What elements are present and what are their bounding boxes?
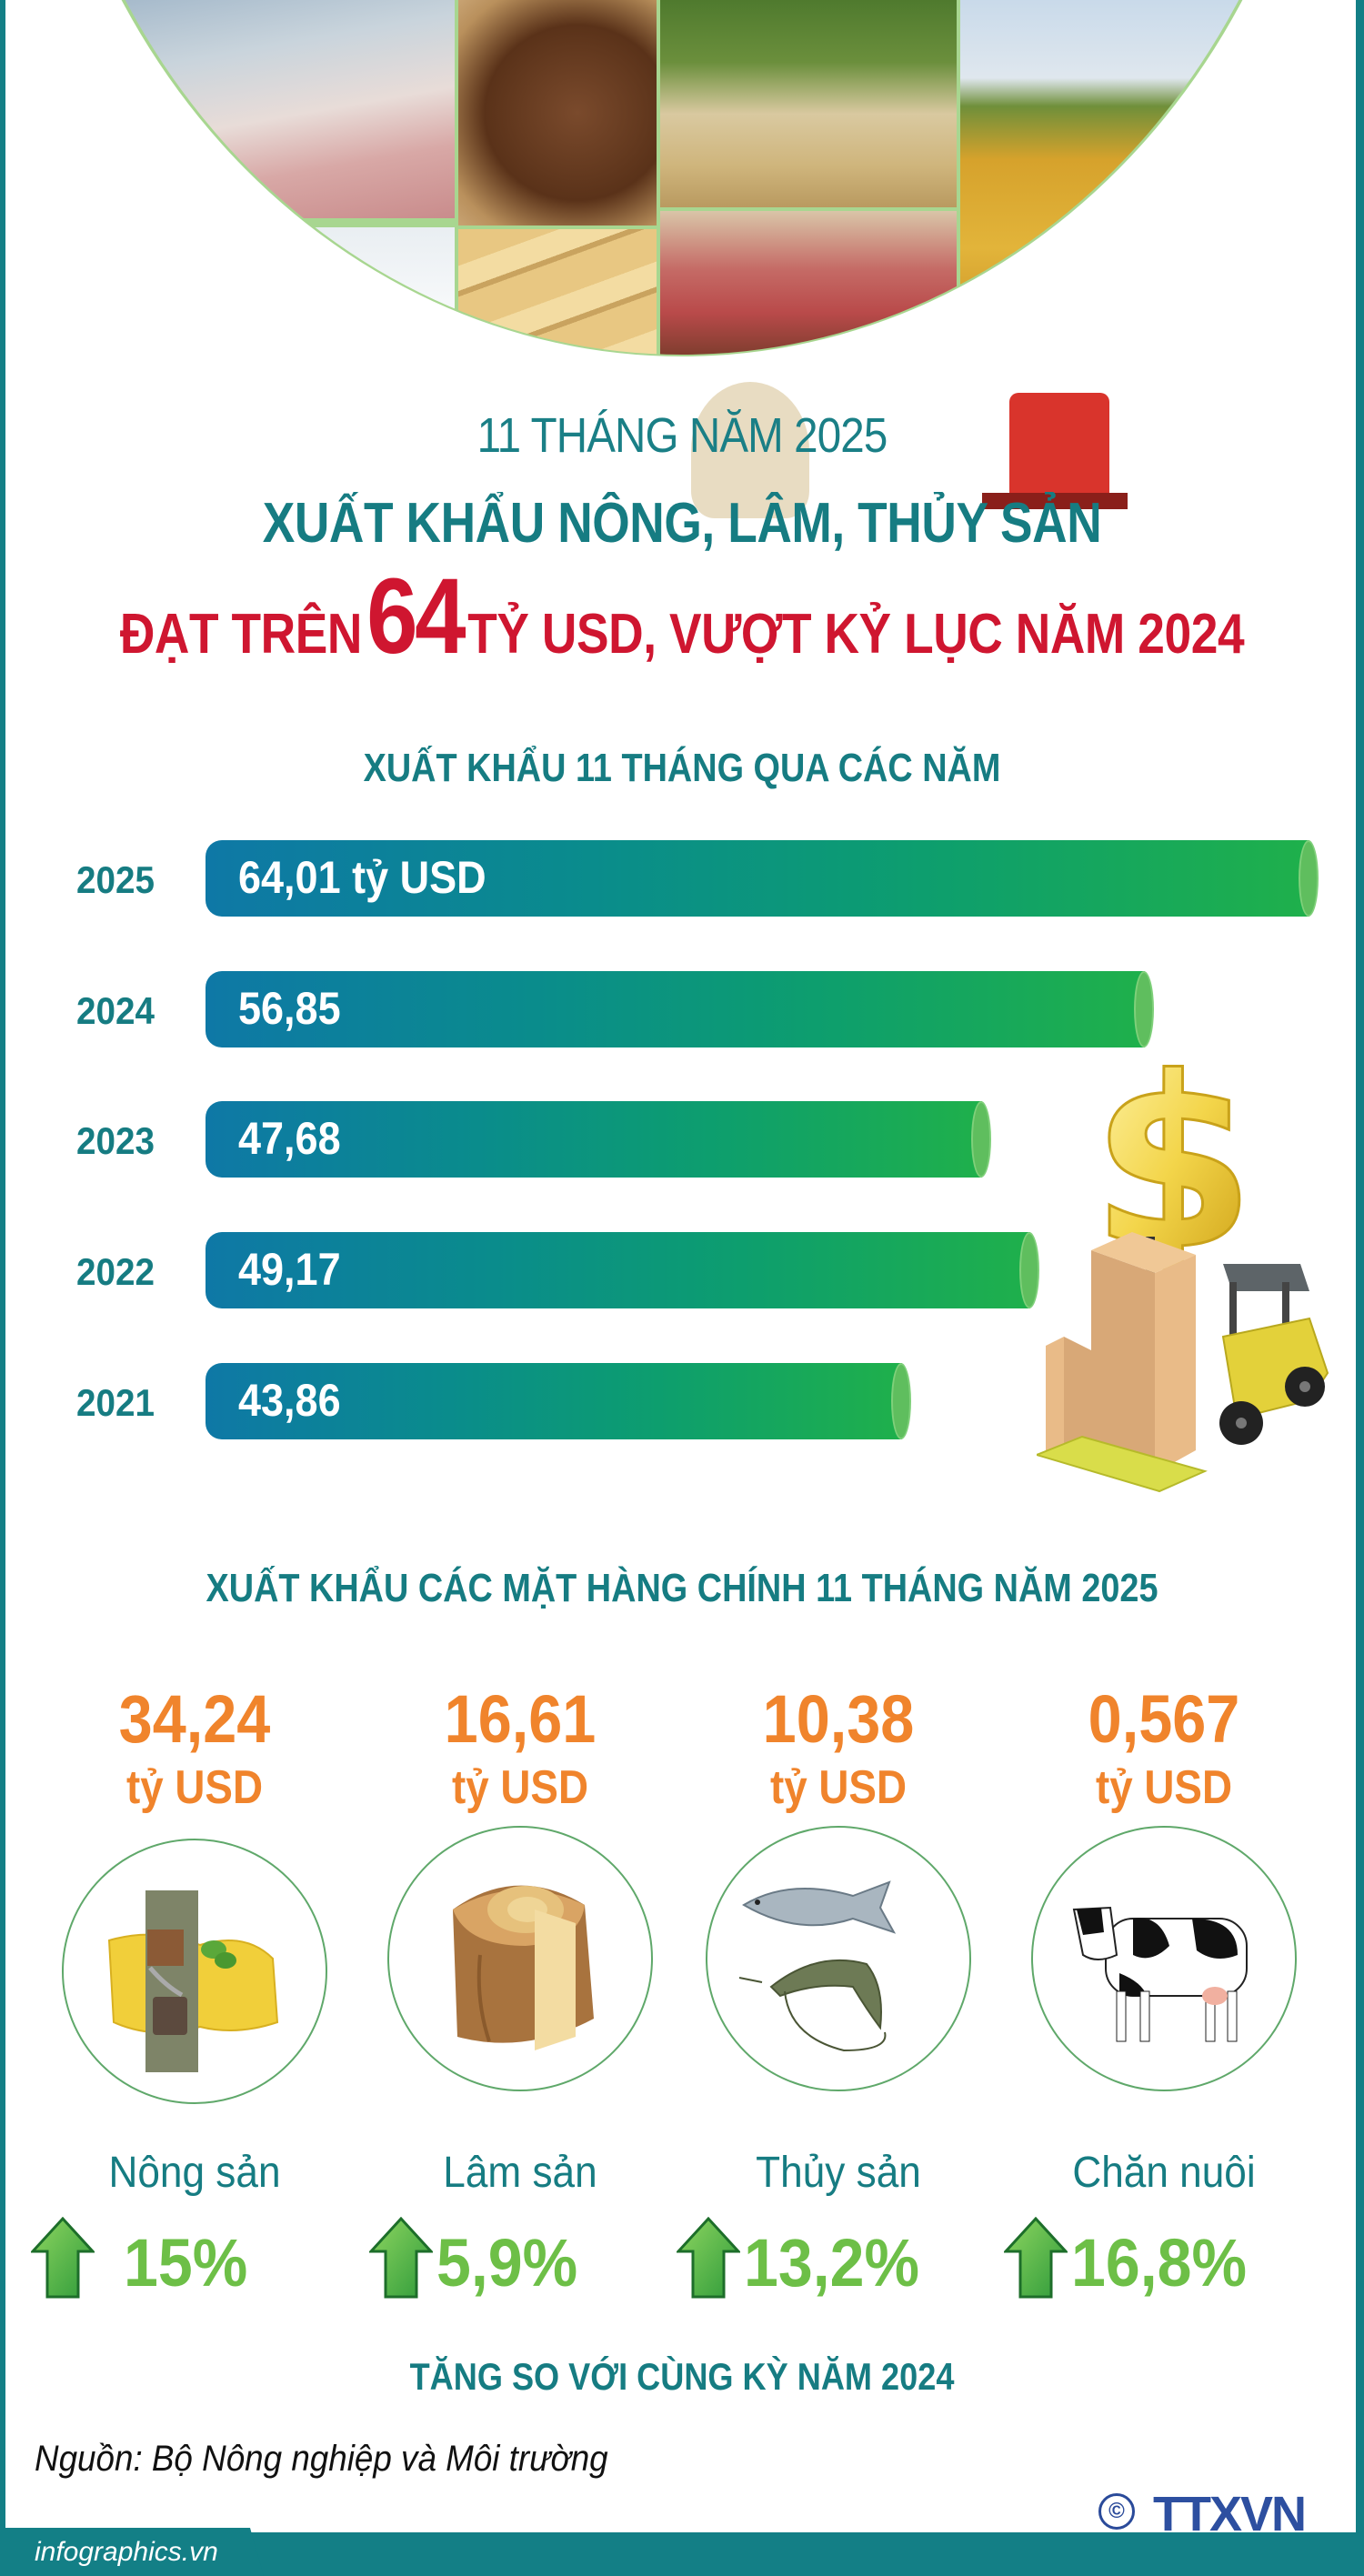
growth-value: 16,8% [1071, 2225, 1248, 2300]
wood-stump-icon [453, 1885, 594, 2050]
product-unit: tỷ USD [451, 1761, 589, 1814]
bar-2024: 56,85 [206, 971, 1154, 1047]
product-icon-circle [387, 1826, 653, 2091]
header-photo-collage [36, 0, 1328, 355]
highlight-number: 64 [366, 556, 466, 677]
product-icon-circle [706, 1826, 971, 2091]
bar-end-cap [1019, 1232, 1039, 1308]
product-value: 0,567 [1088, 1681, 1240, 1757]
product-icon-circle [1031, 1826, 1297, 2091]
rubber-tree-icon [107, 1890, 279, 2072]
ttxvn-logo: TTXVN [1153, 2487, 1307, 2541]
photo-fruit-market [660, 211, 957, 355]
bar-year-label: 2023 [76, 1119, 155, 1162]
product-label: Chăn nuôi [1072, 2149, 1256, 2197]
bar-row-2023: 2023 47,68 [0, 1101, 1364, 1179]
up-arrow-icon [1004, 2217, 1068, 2299]
cow-icon [1072, 1906, 1248, 2042]
growth-value: 5,9% [436, 2225, 578, 2300]
up-arrow-icon [31, 2217, 95, 2299]
bar-year-label: 2025 [76, 858, 155, 901]
bar-end-cap [971, 1101, 991, 1178]
frame-left-border [0, 0, 5, 2576]
up-arrow-icon [677, 2217, 740, 2299]
bar-value-label: 47,68 [238, 1113, 341, 1164]
growth-value: 13,2% [744, 2225, 920, 2300]
bar-row-2024: 2024 56,85 [0, 971, 1364, 1049]
bar-2022: 49,17 [206, 1232, 1039, 1308]
highlight-suffix: TỶ USD, VƯỢT KỶ LỤC NĂM 2024 [467, 603, 1245, 666]
footer-site-link[interactable]: infographics.vn [35, 2537, 218, 2567]
bar-end-cap [1134, 971, 1154, 1047]
bar-year-label: 2021 [76, 1381, 155, 1424]
bar-2021: 43,86 [206, 1363, 911, 1439]
forklift-dollar-icon: $ [1037, 1037, 1329, 1493]
product-label: Thủy sản [756, 2149, 921, 2197]
period-subtitle: 11 THÁNG NĂM 2025 [476, 408, 888, 463]
bar-value-label: 49,17 [238, 1244, 341, 1295]
photo-fish-worker [36, 227, 455, 355]
up-arrow-icon [369, 2217, 433, 2299]
photo-fish-processing [36, 0, 455, 218]
photo-rice-harvester [960, 0, 1328, 355]
bar-2023: 47,68 [206, 1101, 991, 1178]
product-label: Nông sản [108, 2149, 281, 2197]
bar-value-label: 43,86 [238, 1375, 341, 1426]
yearly-section-title: XUẤT KHẨU 11 THÁNG QUA CÁC NĂM [363, 746, 1001, 790]
headline: XUẤT KHẨU NÔNG, LÂM, THỦY SẢN [262, 492, 1102, 555]
photo-timber [458, 229, 657, 355]
product-unit: tỷ USD [769, 1761, 908, 1814]
bar-row-2021: 2021 43,86 [0, 1363, 1364, 1441]
comparison-note: TĂNG SO VỚI CÙNG KỲ NĂM 2024 [409, 2355, 955, 2398]
harvester-shape [982, 393, 1128, 509]
bar-year-label: 2024 [76, 989, 155, 1032]
bar-end-cap [891, 1363, 911, 1439]
product-unit: tỷ USD [1095, 1761, 1233, 1814]
product-label: Lâm sản [443, 2149, 597, 2197]
bar-row-2022: 2022 49,17 [0, 1232, 1364, 1310]
bar-end-cap [1299, 840, 1319, 917]
rice-bag-shape [691, 382, 809, 518]
highlight-prefix: ĐẠT TRÊN [119, 603, 363, 666]
bar-year-label: 2022 [76, 1250, 155, 1293]
growth-value: 15% [124, 2225, 248, 2300]
product-value: 10,38 [762, 1681, 915, 1757]
photo-rice-bag [660, 0, 957, 207]
fish-shrimp-icon [738, 1880, 897, 2052]
highlight-headline: ĐẠT TRÊN64TỶ USD, VƯỢT KỶ LỤC NĂM 2024 [95, 563, 1269, 670]
product-value: 16,61 [444, 1681, 597, 1757]
product-unit: tỷ USD [125, 1761, 264, 1814]
bar-value-label: 64,01 tỷ USD [238, 852, 486, 903]
copyright-icon: © [1098, 2493, 1135, 2530]
frame-right-border [1356, 0, 1364, 2576]
products-section-title: XUẤT KHẨU CÁC MẶT HÀNG CHÍNH 11 THÁNG NĂ… [206, 1566, 1158, 1610]
bar-2025: 64,01 tỷ USD [206, 840, 1319, 917]
bar-value-label: 56,85 [238, 983, 341, 1034]
bar-row-2025: 2025 64,01 tỷ USD [0, 840, 1364, 918]
product-value: 34,24 [118, 1681, 271, 1757]
product-icon-circle [62, 1839, 327, 2104]
footer-tab [0, 2528, 264, 2576]
photo-coffee-beans [458, 0, 657, 226]
source-citation: Nguồn: Bộ Nông nghiệp và Môi trường [35, 2439, 608, 2479]
